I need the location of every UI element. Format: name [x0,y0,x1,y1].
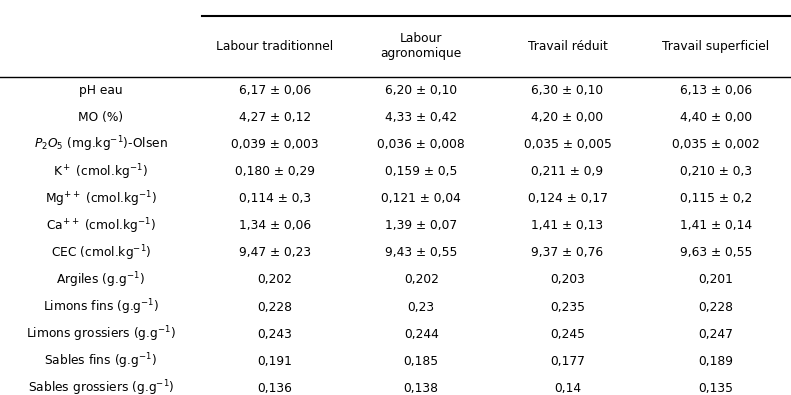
Text: Labour traditionnel: Labour traditionnel [216,40,334,53]
Text: MO (%): MO (%) [78,111,123,124]
Text: 0,14: 0,14 [554,382,581,395]
Text: Ca$^{++}$ (cmol.kg$^{-1}$): Ca$^{++}$ (cmol.kg$^{-1}$) [46,216,156,236]
Text: $P_2O_5$ (mg.kg$^{-1}$)-Olsen: $P_2O_5$ (mg.kg$^{-1}$)-Olsen [34,135,168,154]
Text: Sables fins (g.g$^{-1}$): Sables fins (g.g$^{-1}$) [44,351,157,371]
Text: 1,41 ± 0,13: 1,41 ± 0,13 [532,219,604,232]
Text: 4,27 ± 0,12: 4,27 ± 0,12 [239,111,311,124]
Text: 0,036 ± 0,008: 0,036 ± 0,008 [377,138,465,151]
Text: 6,13 ± 0,06: 6,13 ± 0,06 [679,84,752,97]
Text: 1,41 ± 0,14: 1,41 ± 0,14 [679,219,752,232]
Text: 0,039 ± 0,003: 0,039 ± 0,003 [231,138,319,151]
Text: 0,185: 0,185 [403,355,439,368]
Text: Limons grossiers (g.g$^{-1}$): Limons grossiers (g.g$^{-1}$) [26,324,176,344]
Text: 0,191: 0,191 [257,355,293,368]
Text: CEC (cmol.kg$^{-1}$): CEC (cmol.kg$^{-1}$) [51,243,151,263]
Text: Travail superficiel: Travail superficiel [662,40,770,53]
Text: 6,30 ± 0,10: 6,30 ± 0,10 [532,84,604,97]
Text: Argiles (g.g$^{-1}$): Argiles (g.g$^{-1}$) [56,270,146,290]
Text: 1,39 ± 0,07: 1,39 ± 0,07 [385,219,457,232]
Text: 0,235: 0,235 [550,301,585,314]
Text: Limons fins (g.g$^{-1}$): Limons fins (g.g$^{-1}$) [43,297,159,317]
Text: 0,159 ± 0,5: 0,159 ± 0,5 [385,165,457,178]
Text: 0,201: 0,201 [698,273,733,286]
Text: 0,247: 0,247 [698,327,733,340]
Text: Travail réduit: Travail réduit [528,40,607,53]
Text: 9,43 ± 0,55: 9,43 ± 0,55 [385,246,457,260]
Text: 0,243: 0,243 [257,327,293,340]
Text: 0,228: 0,228 [257,301,293,314]
Text: 0,115 ± 0,2: 0,115 ± 0,2 [679,192,752,205]
Text: 0,189: 0,189 [698,355,733,368]
Text: 0,124 ± 0,17: 0,124 ± 0,17 [528,192,607,205]
Text: 6,20 ± 0,10: 6,20 ± 0,10 [385,84,457,97]
Text: 0,244: 0,244 [403,327,439,340]
Text: 9,47 ± 0,23: 9,47 ± 0,23 [239,246,311,260]
Text: 0,23: 0,23 [407,301,435,314]
Text: 0,138: 0,138 [403,382,439,395]
Text: 0,035 ± 0,002: 0,035 ± 0,002 [672,138,759,151]
Text: 0,202: 0,202 [403,273,439,286]
Text: 0,245: 0,245 [550,327,585,340]
Text: 0,135: 0,135 [698,382,733,395]
Text: 0,177: 0,177 [550,355,585,368]
Text: Mg$^{++}$ (cmol.kg$^{-1}$): Mg$^{++}$ (cmol.kg$^{-1}$) [45,189,157,209]
Text: Labour
agronomique: Labour agronomique [380,32,462,60]
Text: 0,202: 0,202 [257,273,293,286]
Text: pH eau: pH eau [79,84,123,97]
Text: 6,17 ± 0,06: 6,17 ± 0,06 [239,84,311,97]
Text: 0,121 ± 0,04: 0,121 ± 0,04 [381,192,461,205]
Text: K$^+$ (cmol.kg$^{-1}$): K$^+$ (cmol.kg$^{-1}$) [54,162,148,182]
Text: 0,228: 0,228 [698,301,733,314]
Text: 0,136: 0,136 [257,382,293,395]
Text: 4,33 ± 0,42: 4,33 ± 0,42 [385,111,457,124]
Text: 9,37 ± 0,76: 9,37 ± 0,76 [532,246,604,260]
Text: 9,63 ± 0,55: 9,63 ± 0,55 [679,246,752,260]
Text: 0,210 ± 0,3: 0,210 ± 0,3 [679,165,752,178]
Text: 0,203: 0,203 [550,273,585,286]
Text: Sables grossiers (g.g$^{-1}$): Sables grossiers (g.g$^{-1}$) [28,378,174,395]
Text: 0,114 ± 0,3: 0,114 ± 0,3 [239,192,311,205]
Text: 0,035 ± 0,005: 0,035 ± 0,005 [524,138,611,151]
Text: 1,34 ± 0,06: 1,34 ± 0,06 [239,219,311,232]
Text: 0,180 ± 0,29: 0,180 ± 0,29 [235,165,315,178]
Text: 4,20 ± 0,00: 4,20 ± 0,00 [532,111,604,124]
Text: 4,40 ± 0,00: 4,40 ± 0,00 [679,111,752,124]
Text: 0,211 ± 0,9: 0,211 ± 0,9 [532,165,604,178]
